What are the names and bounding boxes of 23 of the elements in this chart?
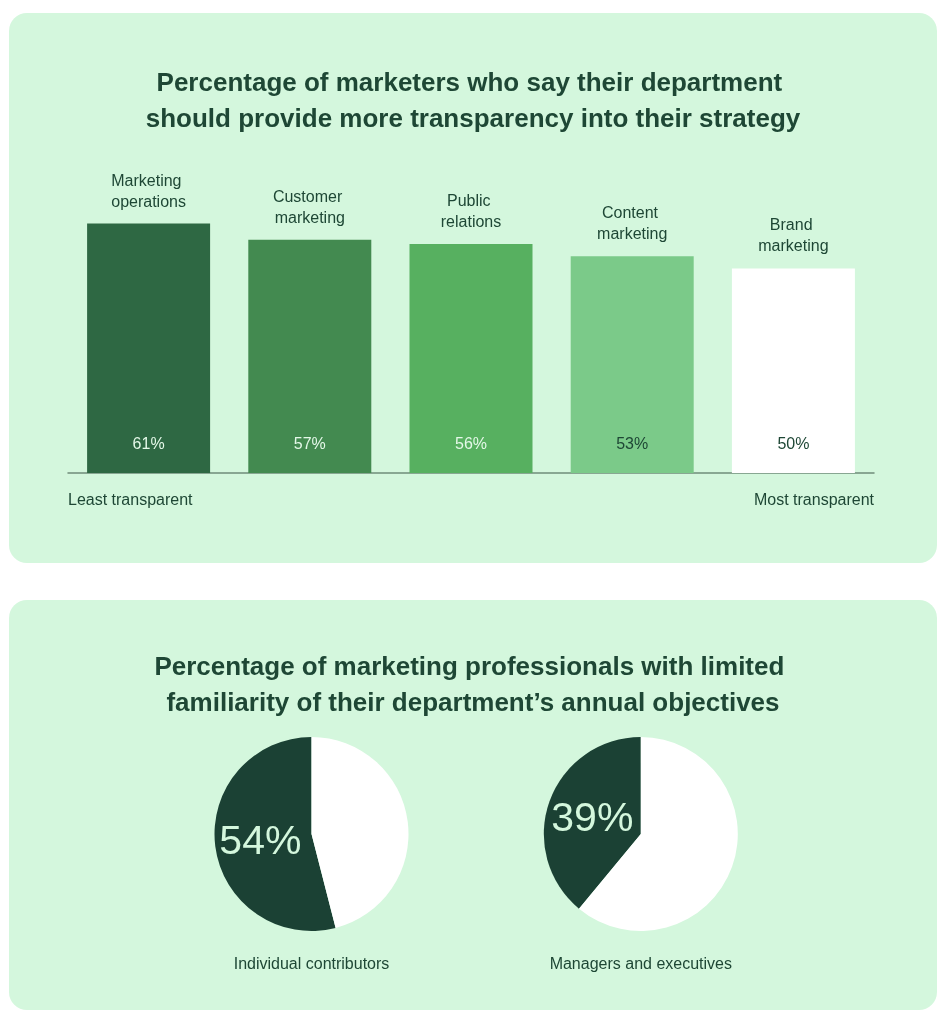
text: Individual contributors (233, 954, 390, 972)
text: Most transparent (753, 490, 875, 508)
text: Least transparent (68, 490, 194, 508)
bar (731, 268, 855, 473)
x-tick-label: Content marketing (597, 204, 668, 243)
x-tick-label: Marketing operations (111, 171, 186, 210)
data-label: 61% (132, 434, 165, 452)
x-tick-label: Public relations (440, 191, 502, 230)
data-label: 54% (219, 817, 302, 864)
bar (248, 239, 372, 473)
data-label: 56% (454, 434, 488, 452)
chart-title: Percentage of marketers who say their department should provide more transparency into their strategy (145, 67, 801, 133)
data-label: 39% (551, 793, 634, 840)
data-label: 50% (777, 434, 810, 452)
bar (570, 256, 694, 473)
data-label: 57% (293, 434, 326, 452)
x-tick-label: Customer marketing (272, 187, 347, 226)
data-label: 53% (616, 434, 649, 452)
bar (87, 223, 211, 473)
text: Managers and executives (549, 954, 732, 972)
bar (409, 243, 533, 473)
x-tick-label: Brand marketing (758, 216, 829, 255)
text: Percentage of marketing professionals with limited familiarity of their department’s annual objectives (154, 651, 792, 717)
